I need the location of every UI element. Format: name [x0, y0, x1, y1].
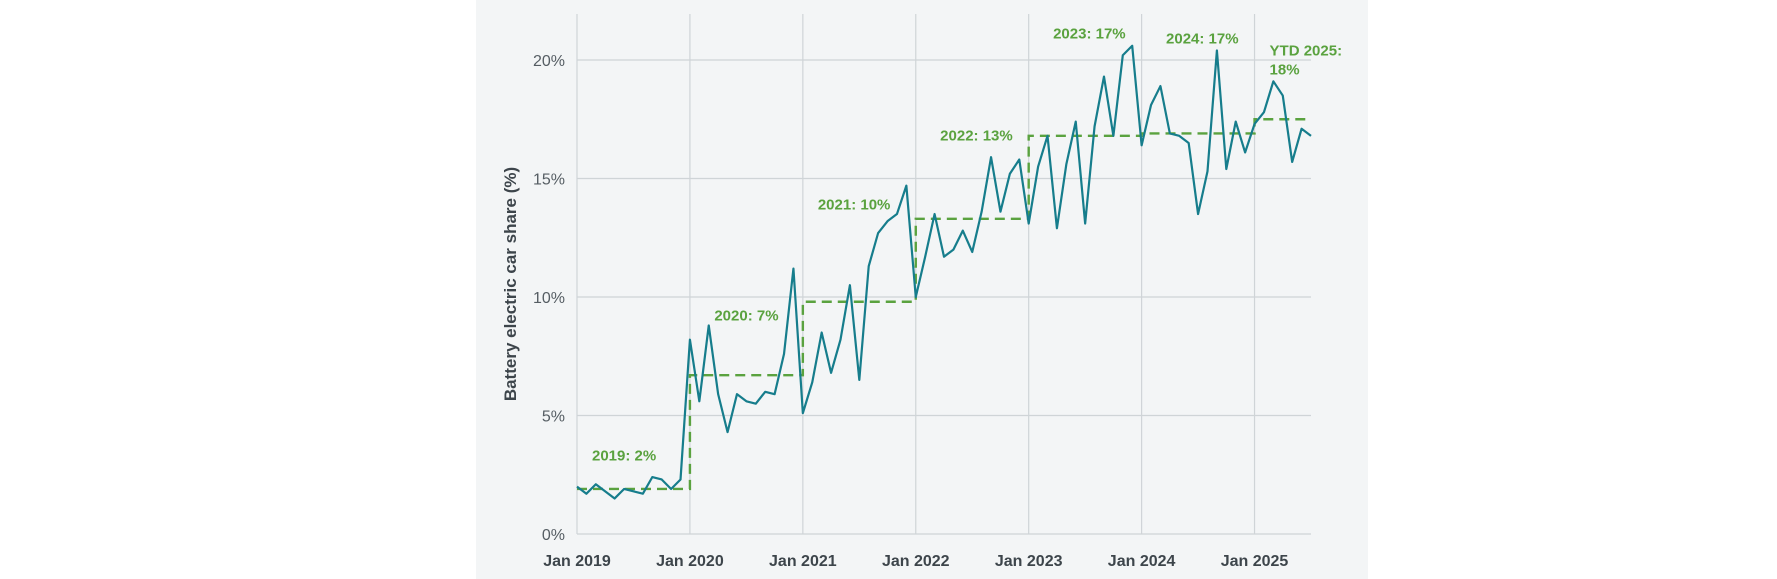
annotation-1: 2020: 7% — [714, 308, 778, 325]
y-tick-label-0: 0% — [542, 527, 565, 544]
x-tick-label-4: Jan 2023 — [995, 553, 1063, 570]
x-tick-label-1: Jan 2020 — [656, 553, 724, 570]
y-tick-label-3: 15% — [533, 172, 565, 189]
y-tick-label-4: 20% — [533, 53, 565, 70]
y-tick-label-2: 10% — [533, 290, 565, 307]
annotation-5: 2024: 17% — [1166, 30, 1239, 47]
x-tick-label-2: Jan 2021 — [769, 553, 837, 570]
annual-average-step-line — [577, 118, 1311, 491]
y-tick-label-1: 5% — [542, 409, 565, 426]
x-tick-label-3: Jan 2022 — [882, 553, 950, 570]
annotation-4: 2023: 17% — [1053, 26, 1126, 43]
annotation-label-6-0: YTD 2025: — [1270, 42, 1343, 59]
annotation-label-6-1: 18% — [1270, 61, 1300, 78]
annotation-label-0-0: 2019: 2% — [592, 448, 656, 465]
y-axis-ticks: 0% 5% 10% 15% 20% — [533, 53, 565, 544]
series-layer — [576, 44, 1312, 500]
annotation-2: 2021: 10% — [818, 196, 891, 213]
monthly-share-line — [576, 44, 1312, 500]
annotations: 2019: 2% 2020: 7% 2021: 10% 2022: 13% 2023: … — [592, 26, 1342, 465]
annotation-label-2-0: 2021: 10% — [818, 196, 891, 213]
x-tick-label-6: Jan 2025 — [1221, 553, 1289, 570]
x-axis-ticks: Jan 2019 Jan 2020 Jan 2021 Jan 2022 Jan 2023… — [543, 553, 1288, 570]
annotation-label-4-0: 2023: 17% — [1053, 26, 1126, 43]
annotation-6: YTD 2025: 18% — [1270, 42, 1343, 78]
x-tick-label-5: Jan 2024 — [1108, 553, 1176, 570]
grid — [576, 14, 1311, 535]
annotation-label-3-0: 2022: 13% — [940, 128, 1013, 145]
y-axis-label: Battery electric car share (%) — [501, 167, 520, 401]
annotation-label-5-0: 2024: 17% — [1166, 30, 1239, 47]
annotation-0: 2019: 2% — [592, 448, 656, 465]
annotation-3: 2022: 13% — [940, 128, 1013, 145]
annotation-label-1-0: 2020: 7% — [714, 308, 778, 325]
x-tick-label-0: Jan 2019 — [543, 553, 611, 570]
chart-panel — [476, 0, 1368, 579]
